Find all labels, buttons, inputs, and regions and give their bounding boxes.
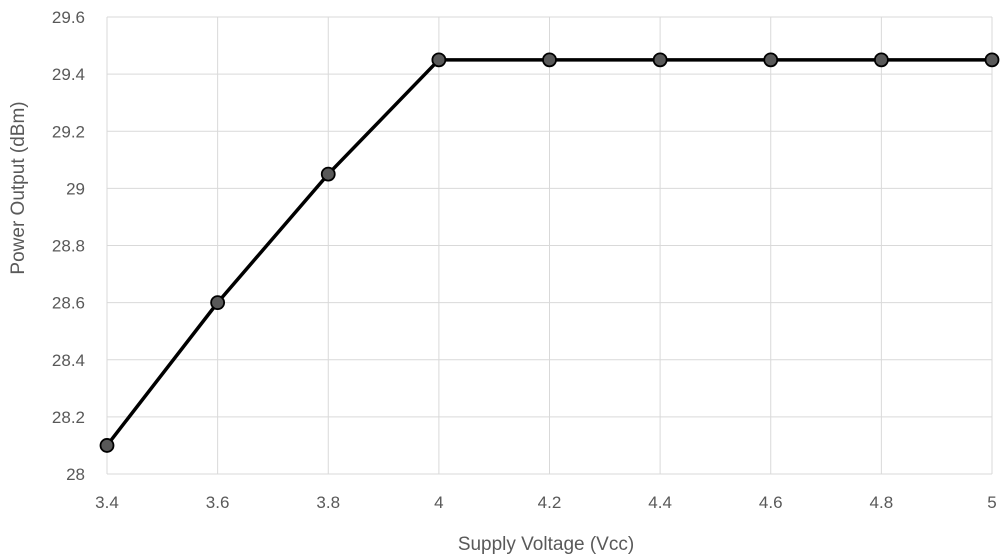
x-tick-label: 4.2 [538, 493, 562, 512]
x-tick-label: 4.6 [759, 493, 783, 512]
y-tick-label: 28.8 [52, 237, 85, 256]
y-tick-label: 28.6 [52, 294, 85, 313]
y-tick-label: 28 [66, 465, 85, 484]
data-point [210, 295, 226, 311]
y-axis-title: Power Output (dBm) [8, 101, 29, 274]
data-point [99, 438, 115, 453]
x-axis-title: Supply Voltage (Vcc) [458, 534, 634, 555]
y-tick-labels: 28 28.2 28.4 28.6 28.8 29 29.2 29.4 29.6 [52, 8, 85, 484]
x-tick-label: 3.4 [95, 493, 119, 512]
x-tick-label: 5 [987, 493, 996, 512]
y-tick-label: 29.4 [52, 65, 85, 84]
data-point [431, 52, 447, 68]
x-tick-labels: 3.4 3.6 3.8 4 4.2 4.4 4.6 4.8 5 [95, 493, 997, 512]
data-point [763, 52, 779, 68]
x-tick-label: 3.6 [206, 493, 230, 512]
data-point [873, 52, 889, 68]
y-tick-label: 28.4 [52, 351, 85, 370]
data-point [984, 52, 1000, 68]
x-tick-label: 4.4 [648, 493, 672, 512]
y-tick-label: 28.2 [52, 408, 85, 427]
x-tick-label: 4.8 [870, 493, 894, 512]
x-tick-label: 3.8 [316, 493, 340, 512]
y-tick-label: 29 [66, 179, 85, 198]
data-point [542, 52, 557, 68]
y-tick-label: 29.2 [52, 122, 85, 141]
x-tick-label: 4 [434, 493, 443, 512]
series-group [99, 52, 1000, 453]
data-point [652, 52, 668, 68]
data-point [320, 166, 336, 182]
y-tick-label: 29.6 [52, 8, 85, 27]
grid-lines [106, 16, 993, 475]
